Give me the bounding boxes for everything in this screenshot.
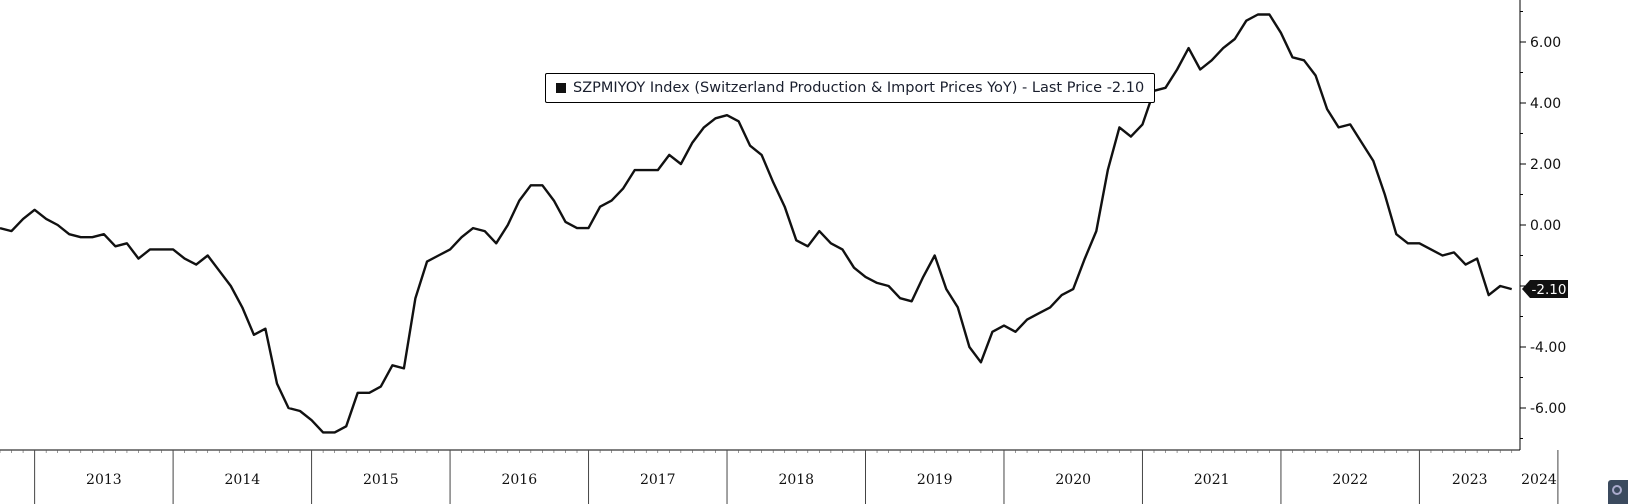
last-price-label: -2.10 — [1532, 282, 1567, 298]
y-tick-label: 4.00 — [1530, 96, 1561, 112]
x-tick-label: 2018 — [778, 472, 814, 488]
x-tick-label: 2020 — [1055, 472, 1091, 488]
x-tick-label: 2024 — [1521, 472, 1557, 488]
x-tick-label: 2015 — [363, 472, 399, 488]
x-tick-label: 2013 — [86, 472, 122, 488]
y-tick-label: 6.00 — [1530, 35, 1561, 51]
y-tick-label: -6.00 — [1530, 401, 1566, 417]
series-line — [0, 13, 1513, 434]
last-price-badge: -2.10 — [1522, 280, 1568, 299]
y-tick-label: -4.00 — [1530, 340, 1566, 356]
x-tick-label: 2019 — [917, 472, 953, 488]
legend-label: SZPMIYOY Index (Switzerland Production &… — [573, 80, 1145, 96]
y-tick-label: 0.00 — [1530, 218, 1561, 234]
x-tick-label: 2016 — [501, 472, 537, 488]
x-tick-label: 2023 — [1452, 472, 1488, 488]
x-tick-label: 2014 — [225, 472, 261, 488]
chart-legend: SZPMIYOY Index (Switzerland Production &… — [545, 73, 1156, 103]
x-tick-label: 2022 — [1332, 472, 1368, 488]
legend-swatch — [556, 83, 566, 93]
x-tick-label: 2017 — [640, 472, 676, 488]
x-tick-label: 2021 — [1194, 472, 1230, 488]
bloomberg-logo-icon[interactable] — [1608, 480, 1628, 504]
y-tick-label: 2.00 — [1530, 157, 1561, 173]
